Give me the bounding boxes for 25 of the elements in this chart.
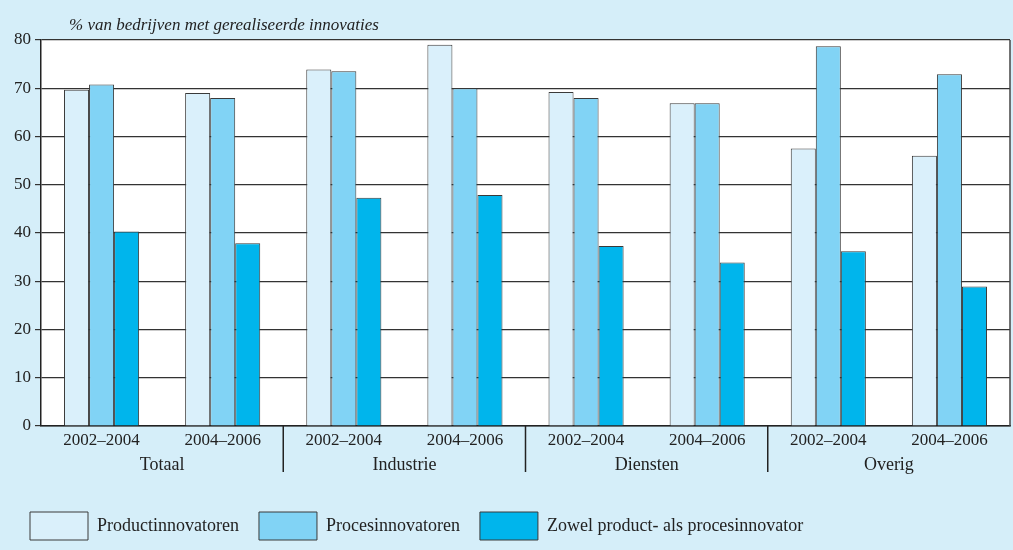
x-tick-label: 2002–2004	[547, 429, 625, 449]
y-axis-title: % van bedrijven met gerealiseerde innovaties	[69, 14, 380, 34]
x-tick-label: 2004–2006	[426, 429, 504, 449]
text: Industrie	[372, 453, 437, 474]
y-tick-label: 30	[14, 270, 31, 290]
legend-label: Zowel product- als procesinnovator	[546, 514, 804, 535]
y-tick-label: 10	[14, 367, 31, 387]
y-tick-label: 20	[14, 318, 31, 338]
x-tick-label: 2004–2006	[911, 429, 988, 449]
legend-label: Productinnovatoren	[97, 514, 239, 535]
y-tick-label: 60	[14, 125, 31, 145]
x-tick-label: 2002–2004	[790, 429, 868, 449]
x-tick-label: 2002–2004	[305, 429, 383, 449]
y-tick-label: 40	[14, 222, 31, 242]
legend-label: Procesinnovatoren	[325, 514, 460, 535]
y-tick-label: 50	[14, 174, 31, 194]
text: Totaal	[139, 453, 185, 474]
x-tick-label: 2004–2006	[184, 429, 261, 449]
y-tick-label: 0	[22, 415, 31, 435]
y-tick-label: 80	[14, 29, 31, 49]
y-tick-label: 70	[14, 77, 31, 97]
x-tick-label: 2004–2006	[668, 429, 746, 449]
x-tick-label: 2002–2004	[63, 429, 141, 449]
text: Diensten	[614, 453, 679, 474]
text: Overig	[863, 453, 914, 474]
